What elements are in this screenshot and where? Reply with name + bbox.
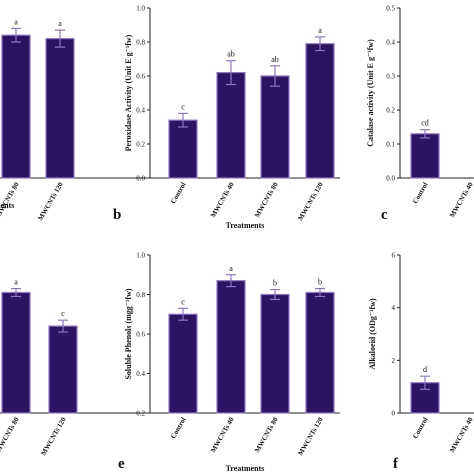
significance-letter: d bbox=[423, 365, 427, 374]
y-tick-label: 0.2 bbox=[386, 107, 395, 115]
bar bbox=[48, 325, 78, 414]
panel-label: f bbox=[393, 456, 399, 472]
bar bbox=[168, 313, 198, 414]
significance-letter: cd bbox=[421, 119, 429, 128]
y-tick-label: 6 bbox=[392, 252, 396, 260]
y-tick-label: 0.2 bbox=[136, 410, 145, 418]
bar bbox=[1, 291, 31, 414]
category-label: MWCNTs 40 bbox=[209, 416, 236, 454]
y-tick-label: 0.3 bbox=[386, 73, 395, 81]
category-label: MWCNTs 80 bbox=[0, 181, 21, 219]
panel-label: b bbox=[113, 207, 121, 223]
category-label: Control bbox=[169, 416, 188, 440]
x-axis-title: Treatments bbox=[0, 201, 14, 210]
panel-c: 0.0 0.1 0.2 0.3 0.4 0.5 Catalase activity (Uni… bbox=[366, 5, 474, 223]
bar bbox=[305, 43, 335, 179]
y-tick-label: 0.4 bbox=[136, 370, 145, 378]
category-label: Control bbox=[411, 181, 430, 205]
panel-label: c bbox=[381, 207, 388, 223]
x-axis-title: Treatments bbox=[226, 221, 265, 230]
y-tick-label: 0.5 bbox=[386, 5, 395, 13]
category-label: Control bbox=[169, 181, 188, 205]
y-tick-label: 0.2 bbox=[136, 141, 145, 149]
y-tick-label: 0.6 bbox=[136, 73, 145, 81]
y-axis-title: Peroxidase Activity (Unit E g⁻¹fw) bbox=[124, 34, 133, 151]
category-label: MWCNTs 40 bbox=[209, 181, 236, 219]
y-tick-label: 0.1 bbox=[386, 141, 395, 149]
bar bbox=[168, 119, 198, 179]
bar bbox=[260, 293, 290, 414]
category-label: MWCNTs 40 bbox=[448, 416, 474, 454]
significance-letter: b bbox=[318, 278, 322, 287]
y-axis-title: Catalase activity (Unit E g⁻¹fw) bbox=[366, 39, 375, 147]
significance-letter: ab bbox=[271, 55, 279, 64]
significance-letter: c bbox=[181, 102, 185, 111]
significance-letter: a bbox=[58, 19, 62, 28]
panel-f: 0 2 4 6 Alkaloeid (ODg⁻¹fw) d Control MWCNTs 40… bbox=[368, 252, 474, 472]
significance-letter: a bbox=[229, 264, 233, 273]
bar bbox=[305, 291, 335, 414]
bar bbox=[410, 133, 440, 179]
y-tick-label: 2 bbox=[392, 357, 396, 365]
significance-letter: b bbox=[273, 279, 277, 288]
y-tick-label: 0.6 bbox=[136, 331, 145, 339]
panel-b: 0.0 0.2 0.4 0.6 0.8 1.0 Peroxidase Activity (U… bbox=[113, 5, 340, 230]
y-axis-title: Soluble Phenols (mgg⁻¹fw) bbox=[124, 288, 133, 379]
bar bbox=[1, 34, 31, 179]
bar bbox=[45, 37, 75, 179]
category-label: MWCNTs 120 bbox=[36, 181, 65, 222]
x-axis-title: Treatments bbox=[226, 464, 265, 473]
y-tick-label: 0.0 bbox=[386, 175, 395, 183]
significance-letter: a bbox=[318, 26, 322, 35]
y-tick-label: 0.8 bbox=[136, 39, 145, 47]
category-label: MWCNTs 120 bbox=[296, 416, 325, 457]
y-tick-label: 1.0 bbox=[136, 5, 145, 13]
y-tick-label: 4 bbox=[392, 304, 396, 312]
significance-letter: ab bbox=[227, 50, 235, 59]
significance-letter: c bbox=[181, 297, 185, 306]
bar bbox=[216, 71, 246, 179]
category-label: MWCNTs 120 bbox=[39, 416, 68, 457]
y-tick-label: 0.4 bbox=[136, 107, 145, 115]
panel-d: a MWCNTs 80 c MWCNTs 120 bbox=[0, 278, 190, 457]
y-axis-title: Alkaloeid (ODg⁻¹fw) bbox=[368, 298, 377, 370]
significance-letter: c bbox=[61, 309, 65, 318]
panel-a: a MWCNTs 80 a MWCNTs 120 Treatments bbox=[0, 17, 190, 222]
category-label: MWCNTs 80 bbox=[253, 181, 280, 219]
bar bbox=[216, 280, 246, 414]
y-tick-label: 0.8 bbox=[136, 291, 145, 299]
y-tick-label: 1.0 bbox=[136, 252, 145, 260]
significance-letter: a bbox=[14, 17, 18, 26]
category-label: MWCNTs 80 bbox=[253, 416, 280, 454]
category-label: MWCNTs 40 bbox=[448, 181, 474, 219]
panel-e: 0.2 0.4 0.6 0.8 1.0 Soluble Phenols (mgg⁻¹fw)… bbox=[118, 252, 340, 473]
bar bbox=[260, 75, 290, 179]
panel-label: e bbox=[118, 456, 125, 472]
y-tick-label: 0 bbox=[392, 410, 396, 418]
category-label: MWCNTs 120 bbox=[296, 181, 325, 222]
y-tick-label: 0.0 bbox=[136, 175, 145, 183]
category-label: Control bbox=[411, 416, 430, 440]
significance-letter: a bbox=[14, 278, 18, 287]
category-label: MWCNTs 80 bbox=[0, 416, 21, 454]
y-tick-label: 0.4 bbox=[386, 39, 395, 47]
